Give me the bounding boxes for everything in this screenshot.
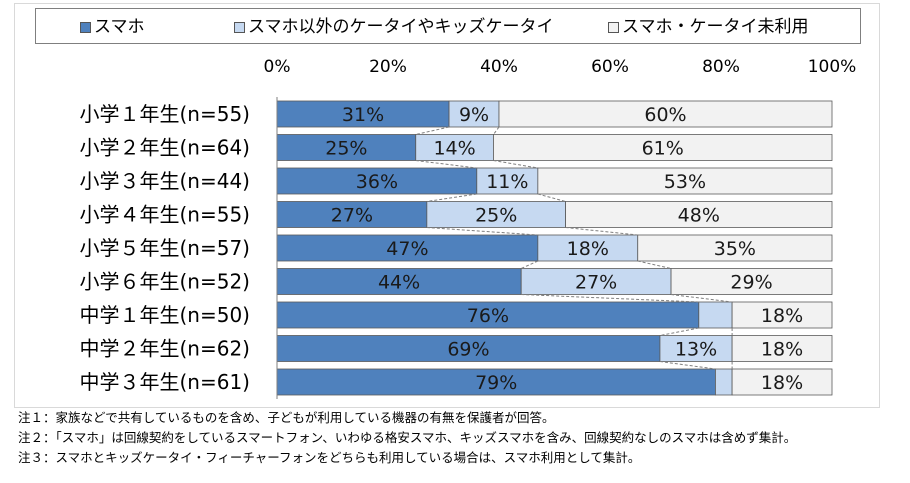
bar-segment: [670, 268, 833, 295]
data-label: 25%: [325, 138, 367, 160]
note-1: 注１：家族などで共有しているものを含め、子どもが利用している機器の有無を保護者が…: [18, 410, 555, 425]
series-line: [426, 193, 477, 202]
x-tick-label: 40%: [480, 57, 518, 77]
category-label: 中学２年生(n=62): [80, 337, 251, 361]
bar-segment: [426, 201, 567, 228]
legend: スマホ スマホ以外のケータイやキッズケータイ スマホ・ケータイ未利用: [35, 8, 861, 44]
notes: 注１：家族などで共有しているものを含め、子どもが利用している機器の有無を保護者が…: [18, 408, 796, 468]
bar-segment: [498, 100, 833, 128]
data-label: 27%: [331, 205, 373, 227]
data-label: 44%: [378, 272, 420, 294]
bar-segment: [637, 234, 833, 262]
bar-segment: [520, 268, 672, 295]
bar-segment: [698, 301, 733, 329]
bar-segment: [659, 335, 733, 362]
category-label: 中学１年生(n=50): [80, 303, 251, 327]
bar-segment: [276, 368, 716, 396]
bar-segment: [276, 201, 428, 228]
note-3: 注３：スマホとキッズケータイ・フィーチャーフォンをどちらも利用している場合は、ス…: [18, 450, 641, 465]
data-label: 48%: [678, 205, 720, 227]
bar-segment: [276, 100, 450, 128]
data-label: 13%: [675, 339, 717, 361]
data-label: 79%: [475, 372, 517, 394]
bar-segment: [731, 301, 833, 329]
bar-segment: [276, 234, 539, 262]
legend-label-none: スマホ・ケータイ未利用: [622, 17, 809, 37]
data-label: 35%: [714, 238, 756, 260]
series-line: [670, 294, 733, 303]
legend-swatch-other-phone: [234, 21, 245, 33]
series-line: [493, 160, 538, 169]
chart-frame: [14, 3, 880, 408]
data-label: 18%: [761, 372, 803, 394]
x-tick-label: 0%: [264, 57, 291, 77]
data-label: 11%: [486, 171, 528, 193]
data-label: 18%: [761, 339, 803, 361]
bar-segment: [448, 100, 500, 128]
data-label: 76%: [467, 305, 509, 327]
data-label: 18%: [567, 238, 609, 260]
series-line: [565, 227, 638, 236]
category-label: 中学３年生(n=61): [80, 370, 251, 394]
data-label: 47%: [386, 238, 428, 260]
legend-swatch-smartphone: [80, 21, 91, 33]
data-label: 9%: [459, 104, 489, 126]
data-label: 25%: [475, 205, 517, 227]
series-line: [637, 260, 672, 269]
data-label: 69%: [447, 339, 489, 361]
series-line: [659, 361, 716, 370]
data-label: 18%: [761, 305, 803, 327]
x-tick-label: 60%: [591, 57, 629, 77]
bar-segment: [276, 335, 661, 362]
category-label: 小学６年生(n=52): [80, 270, 251, 294]
bar-segment: [276, 134, 417, 161]
data-label: 31%: [342, 104, 384, 126]
legend-label-other-phone: スマホ以外のケータイやキッズケータイ: [248, 17, 554, 37]
data-label: 27%: [575, 272, 617, 294]
data-label: 53%: [664, 171, 706, 193]
series-line: [426, 227, 538, 236]
data-label: 60%: [644, 104, 686, 126]
data-label: 36%: [356, 171, 398, 193]
series-line: [537, 193, 566, 202]
legend-label-smartphone: スマホ: [94, 17, 145, 37]
category-label: 小学１年生(n=55): [80, 102, 251, 126]
series-line: [493, 126, 500, 135]
stacked-bar-chart: 0% 20% 40% 60% 80% 100% 小学１年生(n=55) 小学２年生(n=64)…: [80, 57, 857, 399]
bar-segment: [715, 368, 733, 396]
bar-segment: [731, 368, 833, 396]
data-label: 61%: [642, 138, 684, 160]
legend-item-other-phone: スマホ以外のケータイやキッズケータイ: [234, 17, 554, 37]
series-line: [415, 126, 450, 135]
data-label: 14%: [433, 138, 475, 160]
x-tick-label: 100%: [808, 57, 857, 77]
x-tick-label: 80%: [702, 57, 740, 77]
category-label: 小学５年生(n=57): [80, 236, 251, 260]
bar-segment: [731, 335, 833, 362]
legend-item-none: スマホ・ケータイ未利用: [608, 17, 809, 37]
bar-segment: [537, 167, 833, 195]
bar-segment: [537, 234, 639, 262]
series-line: [521, 294, 699, 303]
category-label: 小学３年生(n=44): [80, 169, 251, 193]
series-line: [520, 260, 539, 269]
bar-segment: [565, 201, 833, 228]
category-label: 小学４年生(n=55): [80, 203, 251, 227]
series-line: [415, 160, 477, 169]
note-2: 注２：「スマホ」は回線契約をしているスマートフォン、いわゆる格安スマホ、キッズス…: [18, 430, 797, 445]
bar-segment: [276, 301, 700, 329]
category-label: 小学２年生(n=64): [80, 136, 251, 160]
x-tick-label: 20%: [369, 57, 407, 77]
legend-item-smartphone: スマホ: [80, 17, 145, 37]
bar-segment: [493, 134, 833, 161]
series-line: [659, 327, 699, 336]
legend-swatch-none: [608, 21, 619, 33]
data-label: 29%: [730, 272, 772, 294]
